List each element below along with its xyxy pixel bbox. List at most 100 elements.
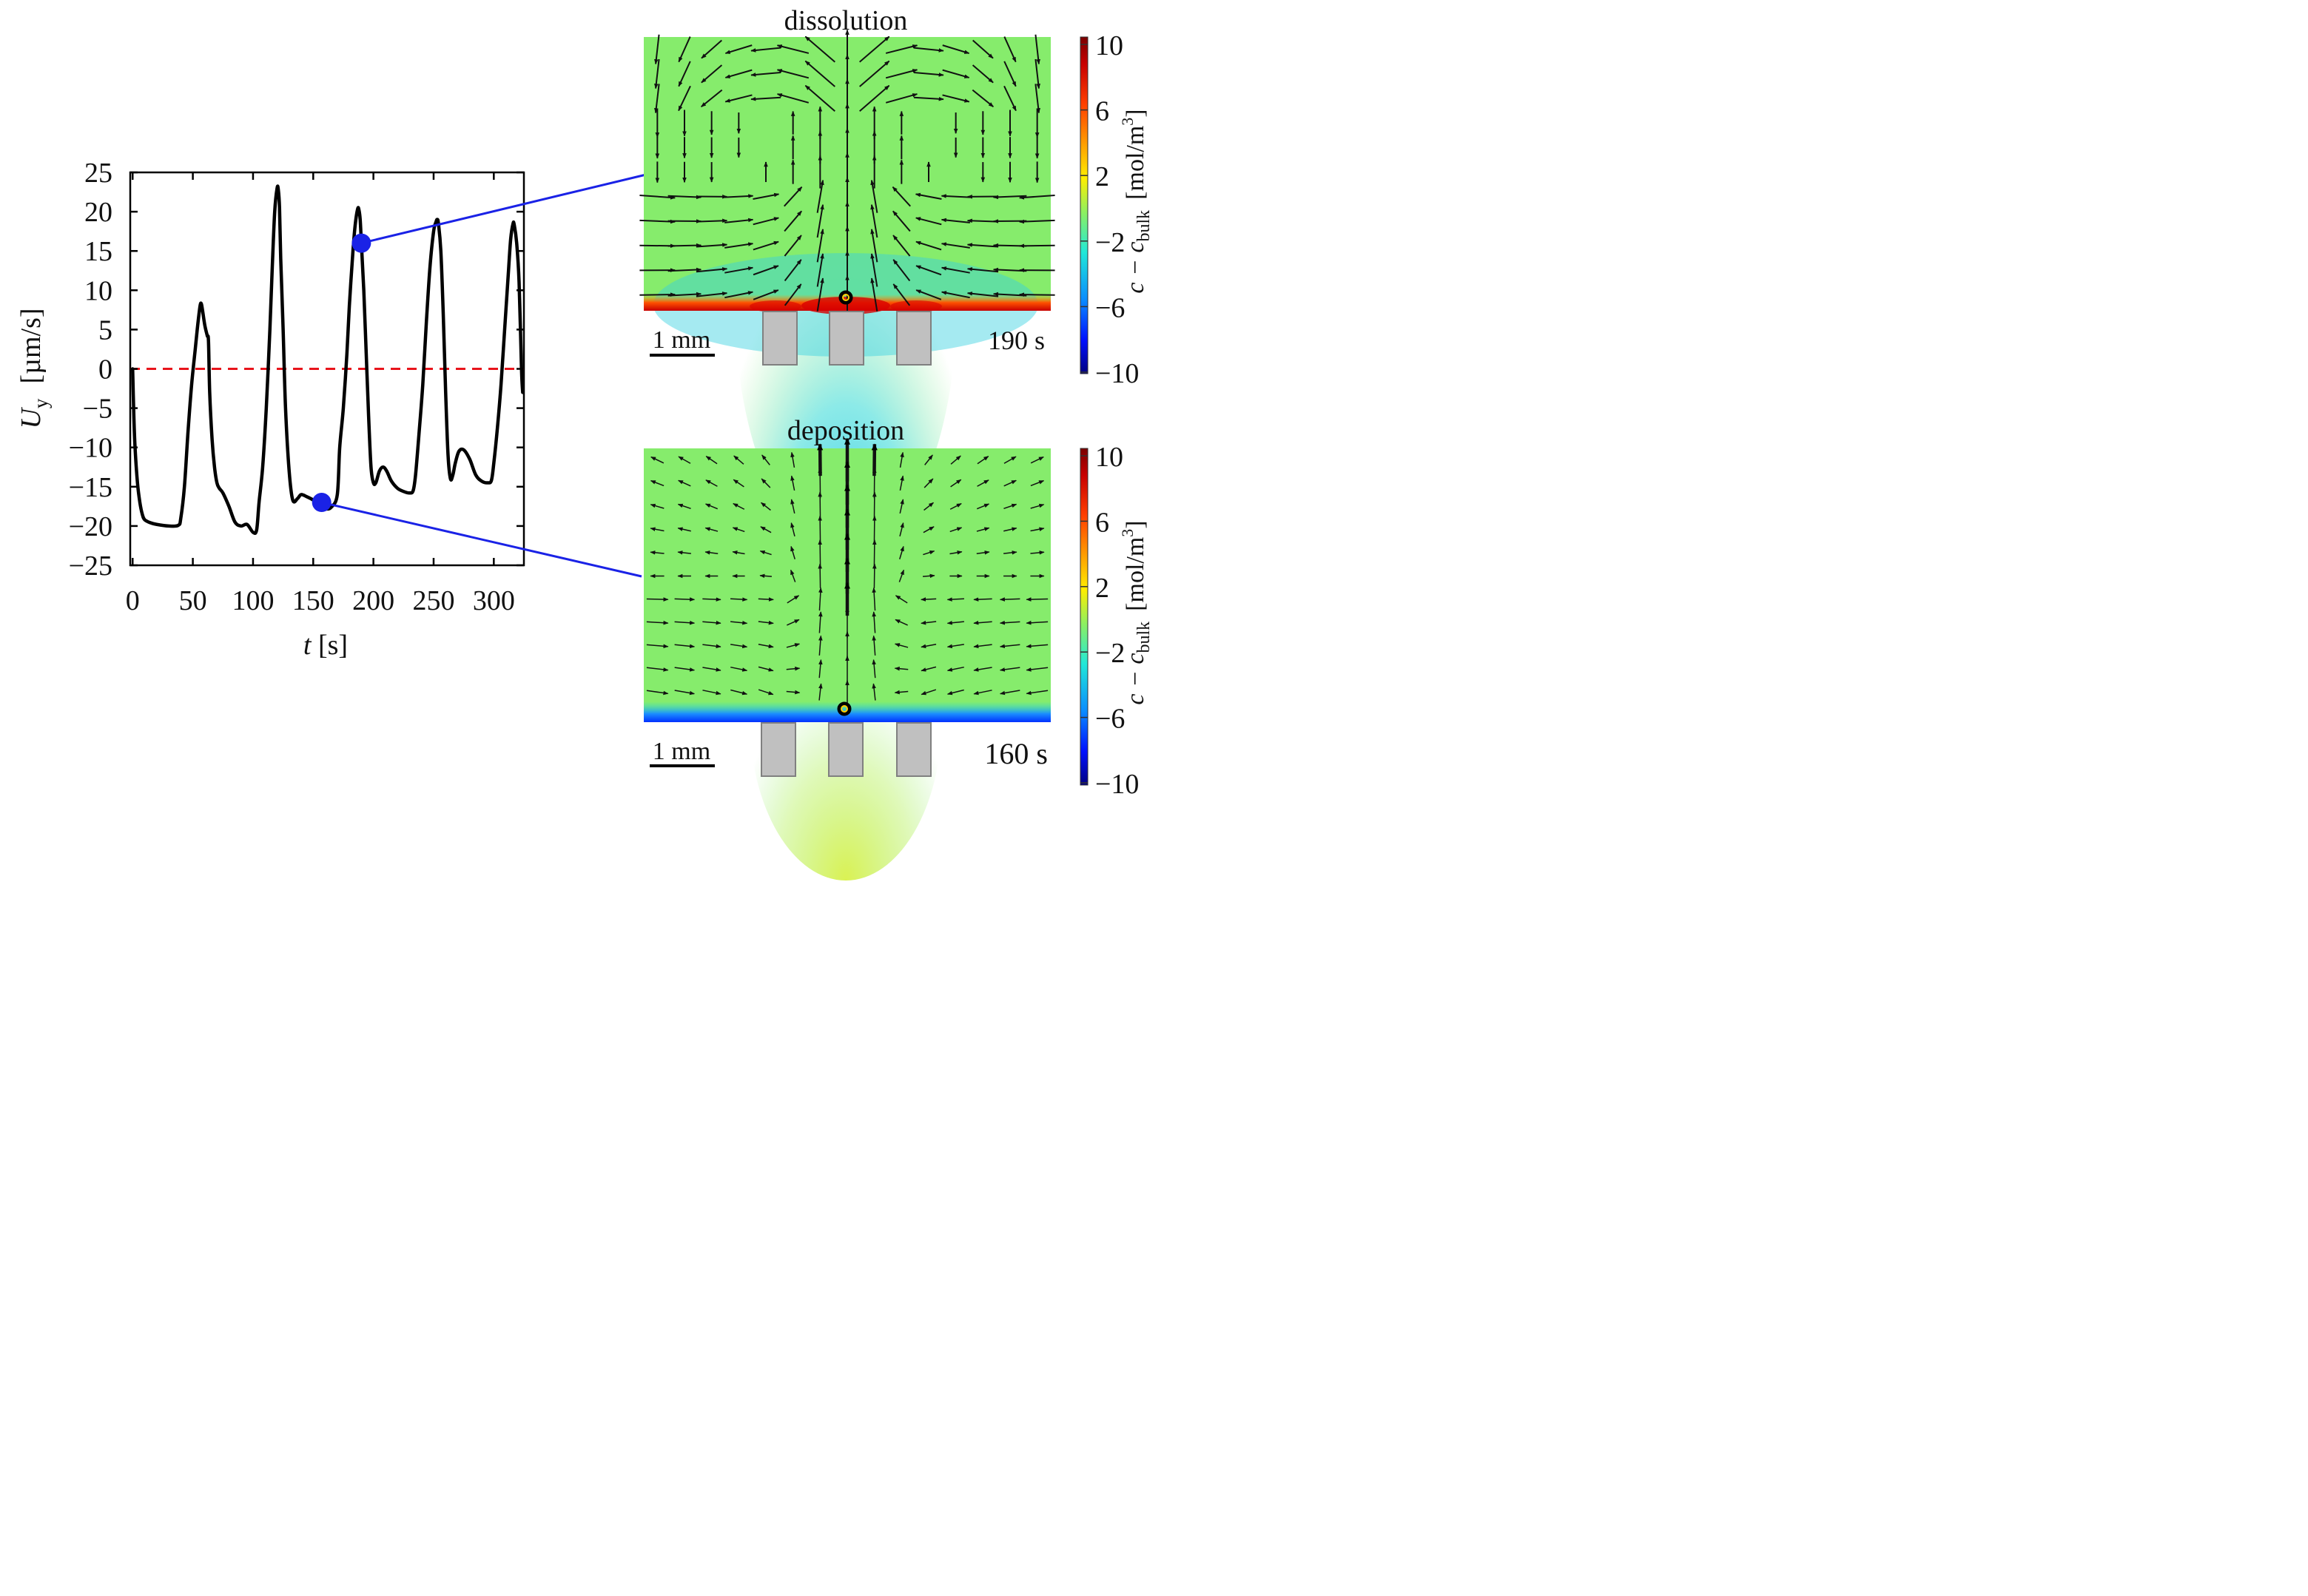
y-tick-label: 10 (84, 275, 112, 306)
velocity-arrow (678, 479, 691, 487)
velocity-arrow (1030, 550, 1045, 555)
velocity-arrow (870, 179, 878, 213)
velocity-arrow (724, 218, 754, 223)
velocity-arrow (913, 72, 944, 77)
colorbar-label-sub-2: bulk (1134, 622, 1154, 653)
connector-lines (321, 173, 647, 578)
velocity-arrow (646, 667, 669, 672)
velocity-arrow (899, 499, 904, 514)
velocity-arrow (942, 69, 970, 78)
velocity-arrow (870, 204, 878, 238)
velocity-arrow (892, 259, 911, 282)
velocity-arrow (950, 455, 961, 465)
velocity-arrow (784, 186, 803, 207)
velocity-arrow (898, 569, 905, 582)
velocity-arrow (973, 690, 992, 696)
velocity-arrow (1034, 84, 1041, 114)
electrode-right-top (896, 311, 932, 366)
velocity-arrow (724, 44, 753, 55)
velocity-arrow (804, 84, 835, 112)
velocity-arrow (872, 635, 876, 656)
velocity-arrow (1003, 456, 1017, 464)
velocity-arrow (872, 587, 876, 611)
velocity-arrow (818, 587, 823, 611)
colorbar-gradient-top (1080, 36, 1089, 374)
velocity-arrow (1034, 58, 1040, 90)
velocity-arrow (870, 229, 878, 263)
velocity-arrow (650, 456, 665, 464)
velocity-arrow (915, 217, 942, 226)
velocity-arrow (972, 39, 994, 59)
velocity-arrow (784, 259, 802, 282)
velocity-arrow (923, 550, 935, 556)
velocity-arrow (704, 550, 719, 555)
time-label-top: 190 s (988, 326, 1045, 355)
velocity-arrow (921, 689, 937, 696)
velocity-arrow (724, 94, 753, 103)
velocity-arrow (816, 253, 824, 287)
velocity-arrow (678, 36, 691, 63)
velocity-arrow (1030, 479, 1045, 487)
y-axis-subscript: y (30, 398, 52, 408)
velocity-arrow (859, 84, 890, 112)
velocity-arrow (696, 218, 728, 223)
velocity-arrow (654, 34, 660, 65)
velocity-arrow (1030, 527, 1045, 532)
velocity-arrow (786, 690, 801, 695)
velocity-arrow (999, 667, 1020, 672)
velocity-arrow (753, 240, 779, 251)
velocity-arrow (677, 527, 691, 532)
velocity-arrow (816, 204, 824, 238)
velocity-arrow (732, 550, 745, 555)
velocity-arrow (732, 527, 745, 533)
velocity-arrow (667, 267, 702, 272)
velocity-arrow (696, 267, 728, 273)
colorbar-label-unit-2: [mol/m (1122, 537, 1149, 611)
colorbar-ticks-bottom: 10 6 2 −2 −6 −10 (1080, 442, 1139, 800)
velocity-arrow (915, 240, 942, 251)
velocity-arrow (859, 36, 890, 63)
x-tick-label: 100 (232, 585, 274, 616)
velocity-arrow (950, 479, 962, 488)
velocity-arrow (816, 277, 824, 312)
velocity-arrow (999, 644, 1020, 649)
velocity-arrow (758, 643, 774, 649)
colorbar-tick-label: 6 (1095, 507, 1109, 538)
velocity-arrow (924, 454, 933, 465)
velocity-arrow (913, 47, 944, 53)
velocity-arrow (1019, 292, 1055, 297)
y-tick-label: 25 (84, 158, 112, 189)
velocity-arrow (786, 666, 801, 671)
velocity-arrow (733, 479, 744, 488)
velocity-arrow (650, 503, 665, 509)
velocity-arrow (696, 243, 728, 248)
velocity-arrow (758, 620, 774, 625)
velocity-arrow (872, 611, 876, 633)
velocity-arrow (730, 689, 748, 696)
velocity-arrow (872, 659, 876, 679)
colorbar-tick-label: 2 (1095, 161, 1109, 192)
x-tick-label: 250 (412, 585, 454, 616)
velocity-arrow (1026, 620, 1049, 625)
colorbar-tick-label: 6 (1095, 96, 1109, 127)
velocity-arrow (946, 666, 964, 672)
velocity-arrow (787, 595, 800, 604)
electrode-left-bottom (761, 722, 796, 777)
velocity-arrow (818, 635, 823, 656)
velocity-arrow (804, 36, 835, 63)
colorbar-label-close: ] (1122, 109, 1149, 117)
velocity-arrow (895, 595, 908, 604)
electrode-center-bottom (828, 722, 864, 777)
velocity-arrow (859, 60, 890, 87)
velocity-arrow (976, 527, 990, 532)
velocity-arrow (899, 545, 904, 559)
velocity-arrow (1003, 61, 1017, 87)
velocity-arrow (892, 283, 911, 306)
colorbar-tick-label: 10 (1095, 442, 1123, 473)
velocity-arrow (976, 550, 990, 555)
velocity-arrow (921, 643, 937, 649)
y-tick-label: 5 (98, 314, 112, 346)
velocity-arrow (818, 563, 822, 588)
velocity-arrow (790, 499, 795, 514)
